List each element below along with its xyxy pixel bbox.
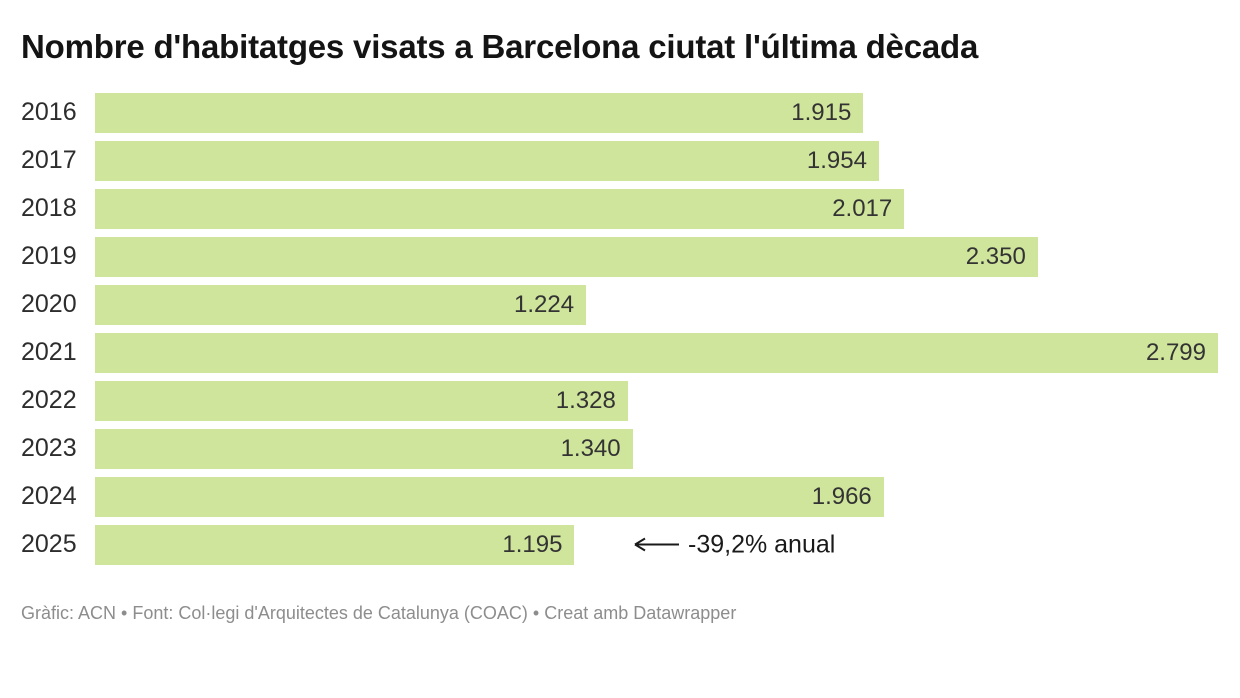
chart-row: 2021 2.799	[21, 332, 1218, 373]
bar: 2.017	[95, 188, 905, 229]
y-axis-label: 2016	[21, 98, 77, 127]
y-axis-label: 2018	[21, 194, 77, 223]
bar: 1.954	[95, 140, 879, 181]
chart-title: Nombre d'habitatges visats a Barcelona c…	[21, 28, 979, 65]
bar: 1.224	[95, 284, 587, 325]
bar-track: 2.017	[95, 188, 1218, 229]
bar-track: 1.195 -39,2% anual	[95, 524, 1218, 565]
bar: 1.915	[95, 92, 864, 133]
bar-track: 1.966	[95, 476, 1218, 517]
bar-value-label: 1.328	[555, 386, 616, 414]
bar-value-label: 2.350	[965, 242, 1026, 270]
bar: 2.799	[95, 332, 1218, 373]
bar-track: 1.340	[95, 428, 1218, 469]
bar: 1.195	[95, 524, 575, 565]
chart-row: 2023 1.340	[21, 428, 1218, 469]
y-axis-label: 2024	[21, 482, 77, 511]
chart-row: 2016 1.915	[21, 92, 1218, 133]
bar: 1.328	[95, 380, 628, 421]
annotation-text: -39,2% anual	[688, 530, 836, 559]
y-axis-label: 2021	[21, 338, 77, 367]
y-axis-label: 2022	[21, 386, 77, 415]
chart-row: 2024 1.966	[21, 476, 1218, 517]
bar-track: 1.328	[95, 380, 1218, 421]
chart-row: 2020 1.224	[21, 284, 1218, 325]
bar-value-label: 2.017	[832, 194, 893, 222]
bar-value-label: 1.224	[514, 290, 575, 318]
bar-value-label: 1.340	[560, 434, 621, 462]
bar-value-label: 1.954	[806, 146, 867, 174]
bar: 1.340	[95, 428, 633, 469]
bar-value-label: 1.915	[791, 98, 852, 126]
bar-track: 2.350	[95, 236, 1218, 277]
bar-track: 2.799	[95, 332, 1218, 373]
y-axis-label: 2019	[21, 242, 77, 271]
bar: 1.966	[95, 476, 884, 517]
bar-track: 1.954	[95, 140, 1218, 181]
chart-row: 2017 1.954	[21, 140, 1218, 181]
y-axis-label: 2020	[21, 290, 77, 319]
chart-row: 2025 1.195 -39,2% anual	[21, 524, 1218, 565]
bar-value-label: 2.799	[1145, 338, 1206, 366]
bar-value-label: 1.195	[502, 530, 563, 558]
y-axis-label: 2017	[21, 146, 77, 175]
left-arrow-icon	[634, 537, 679, 552]
y-axis-label: 2023	[21, 434, 77, 463]
chart-row: 2022 1.328	[21, 380, 1218, 421]
annotation: -39,2% anual	[631, 530, 835, 559]
chart-footer: Gràfic: ACN • Font: Col·legi d'Arquitect…	[21, 602, 737, 623]
bar-track: 1.915	[95, 92, 1218, 133]
bar-track: 1.224	[95, 284, 1218, 325]
bar-chart: 2016 1.915 2017 1.954 2018 2.017 2019 2.…	[21, 92, 1218, 565]
bar: 2.350	[95, 236, 1038, 277]
bar-value-label: 1.966	[811, 482, 872, 510]
chart-row: 2018 2.017	[21, 188, 1218, 229]
chart-row: 2019 2.350	[21, 236, 1218, 277]
y-axis-label: 2025	[21, 530, 77, 559]
